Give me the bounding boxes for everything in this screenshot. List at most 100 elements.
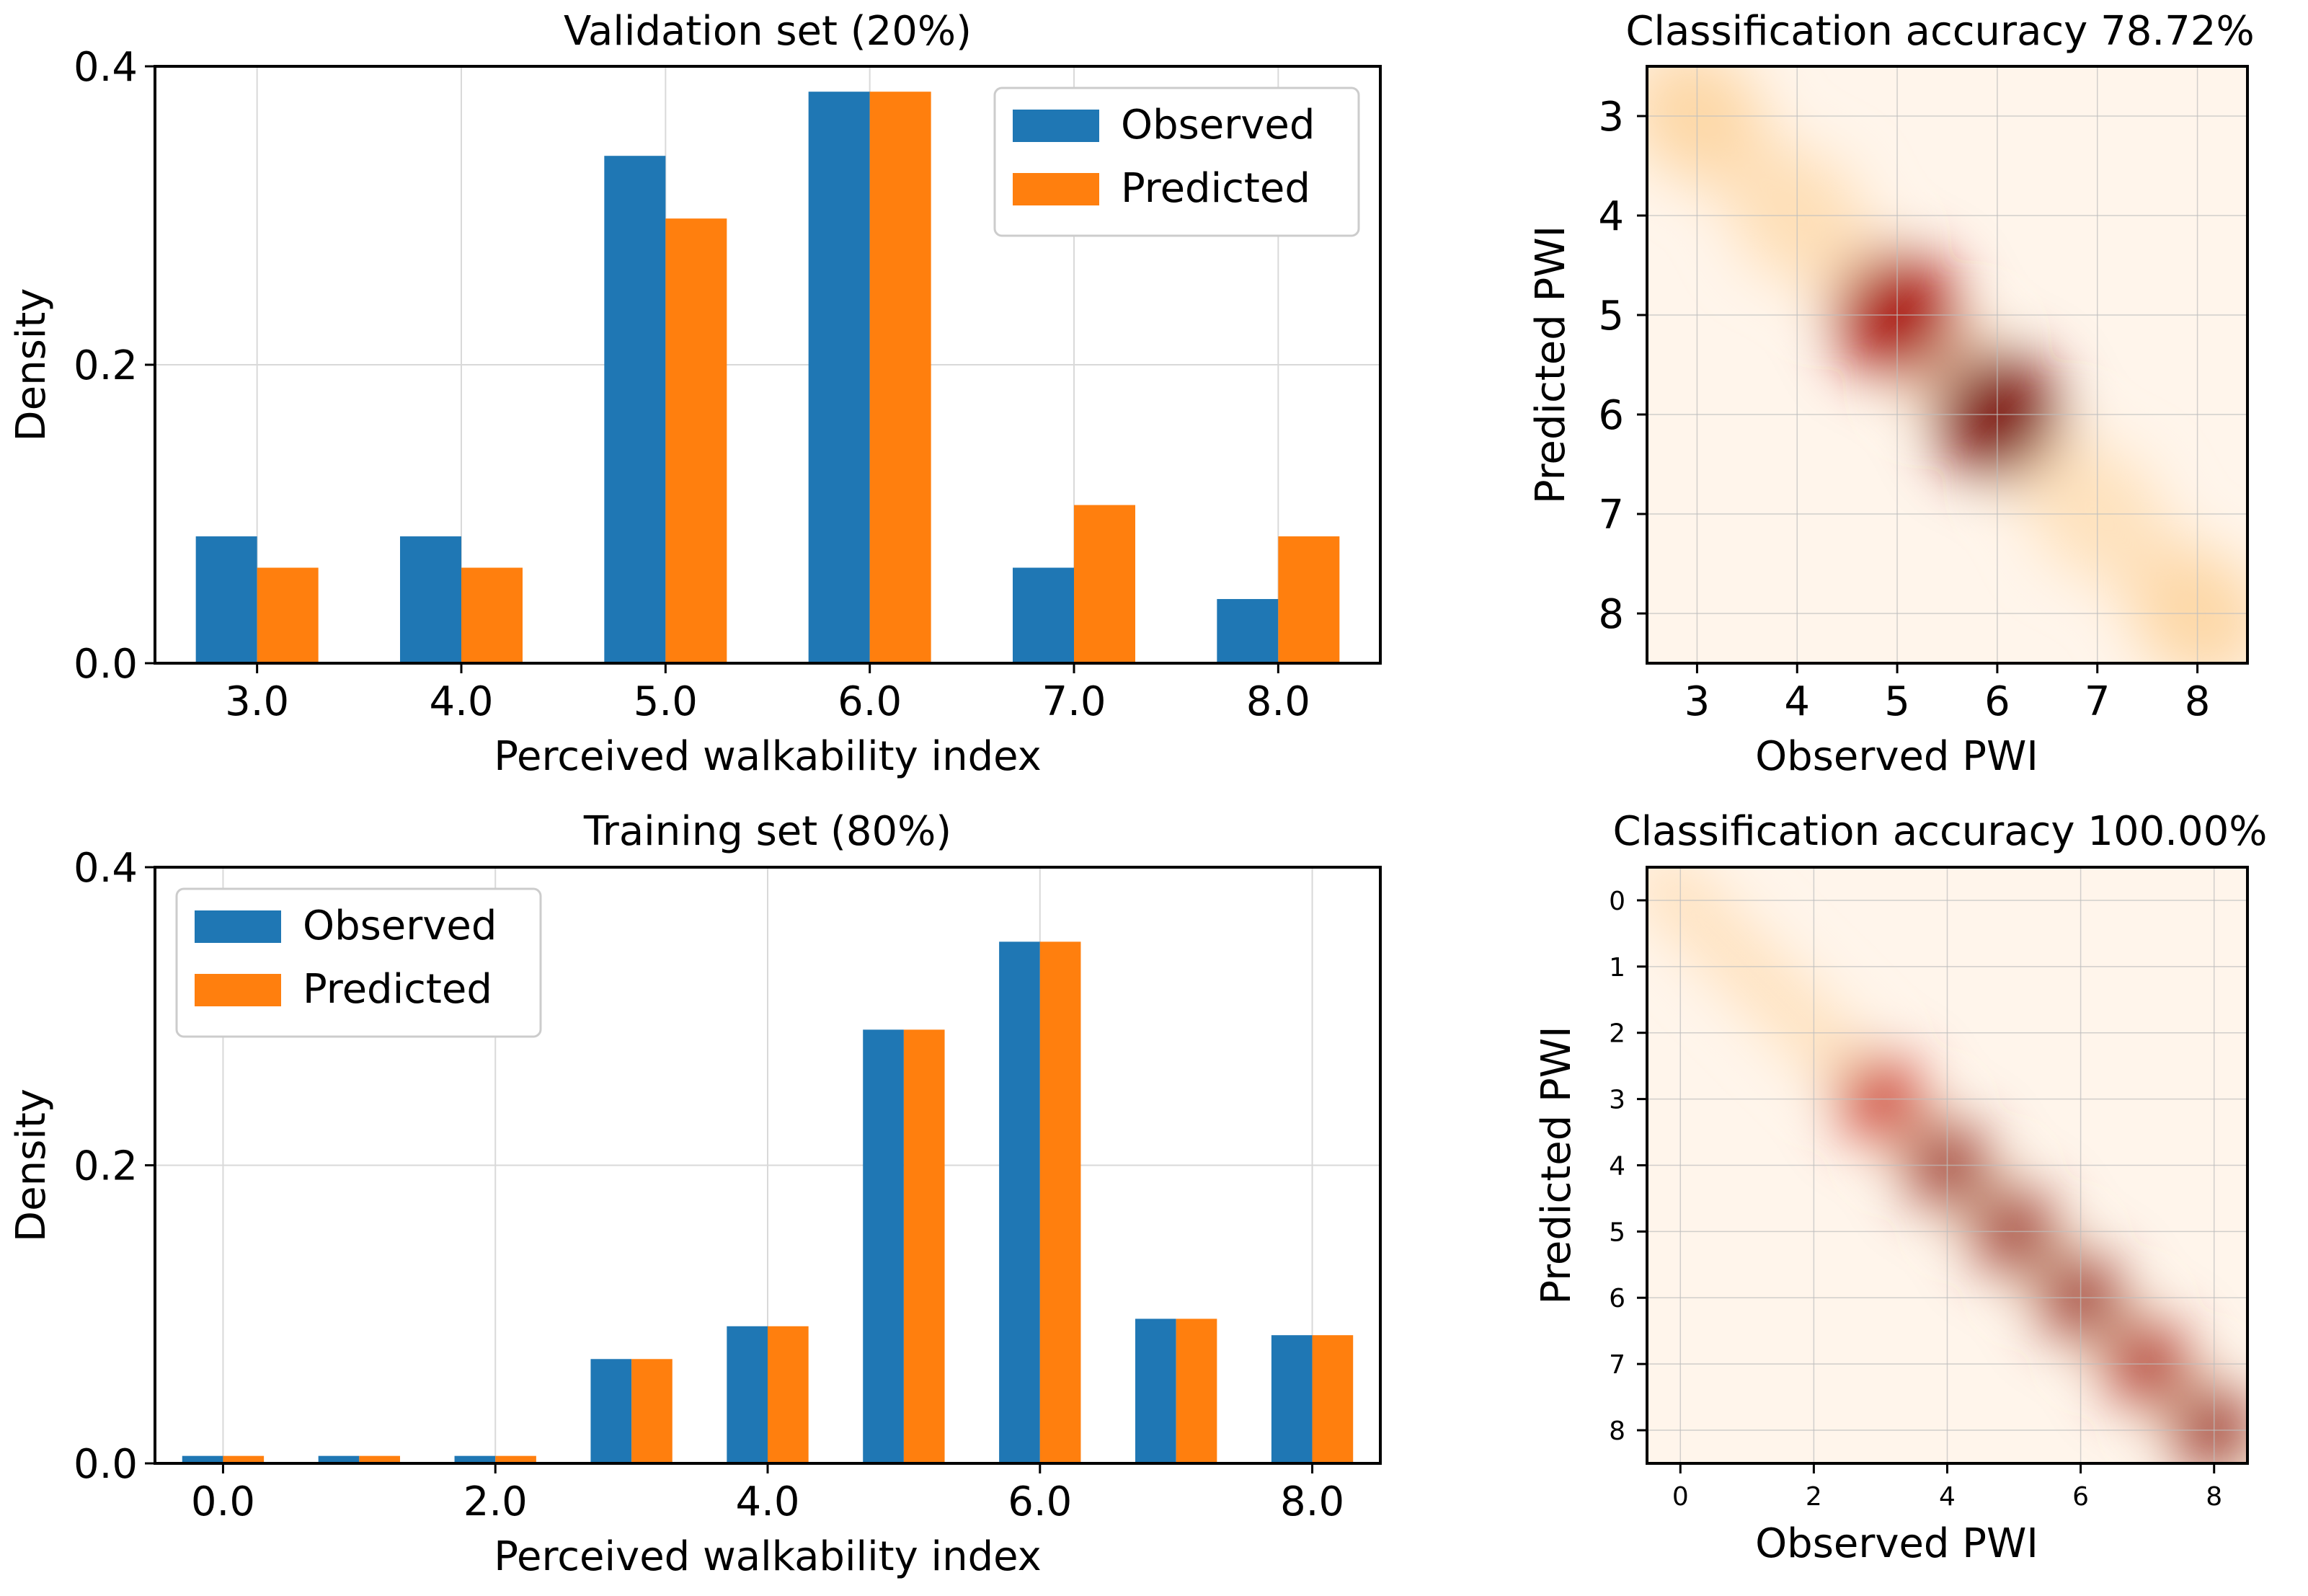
heatmap-grid (1647, 867, 2247, 1463)
heatmap-grid (1647, 66, 2247, 663)
bar-chart-0: 3.0 4.0 5.0 6.0 7.0 8.0 0.0 0.2 0.4 Validation se… (8, 8, 1382, 780)
predicted-bar (1039, 941, 1081, 1463)
chart-title: Validation set (20%) (564, 8, 972, 55)
predicted-bar (1278, 536, 1340, 663)
y-tick-label: 4 (1598, 193, 1624, 240)
y-tick-label: 6 (1609, 1284, 1625, 1313)
x-tick-label: 0 (1672, 1482, 1689, 1512)
heatmap-chart-3: 0 2 4 6 8 0 1 2 3 4 5 6 7 8 Classification accuracy 10… (1533, 808, 2267, 1567)
observed-bar (808, 92, 870, 663)
x-tick-label: 3 (1685, 678, 1710, 725)
y-axis-label: Density (8, 288, 55, 442)
observed-bar (195, 536, 257, 663)
y-tick-label: 0 (1609, 887, 1625, 916)
predicted-bar (665, 218, 727, 663)
x-tick-label: 2.0 (463, 1478, 528, 1525)
predicted-bar (1074, 505, 1135, 663)
x-tick-label: 5 (1884, 678, 1910, 725)
y-tick-label: 2 (1609, 1019, 1625, 1049)
observed-bar (604, 156, 666, 663)
x-tick-label: 5.0 (634, 678, 698, 725)
predicted-bar (461, 567, 523, 663)
y-axis-label: Predicted PWI (1527, 226, 1574, 504)
predicted-bar (631, 1359, 673, 1463)
predicted-bar (359, 1455, 400, 1463)
y-tick-label: 5 (1609, 1218, 1625, 1247)
y-axis-label: Density (8, 1089, 55, 1242)
predicted-bar (1176, 1318, 1217, 1463)
y-tick-label: 0.2 (74, 1143, 138, 1190)
y-tick-label: 1 (1609, 953, 1625, 983)
chart-title: Classification accuracy 78.72% (1625, 8, 2254, 55)
observed-legend-swatch (195, 910, 281, 943)
predicted-bar (257, 567, 319, 663)
y-tick-label: 6 (1598, 392, 1624, 439)
heatmap-hotspot (2135, 551, 2247, 663)
y-tick-label: 0.2 (74, 342, 138, 389)
heatmap-hotspot (2172, 1389, 2247, 1463)
axes-frame (1646, 65, 2249, 665)
y-axis-label: Predicted PWI (1533, 1026, 1580, 1304)
observed-bar (727, 1326, 768, 1463)
y-tick-label: 0.0 (74, 641, 138, 688)
x-tick-label: 4 (1784, 678, 1810, 725)
y-tick-label: 0.4 (74, 845, 138, 892)
y-tick-label: 4 (1609, 1151, 1625, 1181)
legend: Observed Predicted (993, 87, 1360, 237)
chart-title: Classification accuracy 100.00% (1613, 808, 2268, 855)
x-tick-label: 4.0 (735, 1478, 799, 1525)
x-tick-label: 7 (2085, 678, 2111, 725)
y-tick-label: 0.4 (74, 44, 138, 91)
x-tick-label: 8 (2185, 678, 2211, 725)
y-tick-label: 0.0 (74, 1441, 138, 1488)
observed-legend-label: Observed (303, 903, 497, 949)
predicted-bar (768, 1326, 809, 1463)
x-axis-label: Perceived walkability index (494, 1533, 1042, 1580)
x-tick-label: 4 (1939, 1482, 1956, 1512)
observed-bar (1135, 1318, 1176, 1463)
x-tick-label: 2 (1806, 1482, 1822, 1512)
chart-title: Training set (80%) (583, 808, 951, 855)
x-axis-label: Observed PWI (1755, 1520, 2038, 1567)
x-axis-label: Observed PWI (1755, 733, 2038, 780)
x-tick-label: 6.0 (838, 678, 902, 725)
x-tick-label: 0.0 (191, 1478, 255, 1525)
y-tick-label: 7 (1609, 1350, 1625, 1380)
predicted-bar (869, 92, 931, 663)
predicted-legend-label: Predicted (303, 966, 492, 1013)
observed-bar (318, 1455, 360, 1463)
x-tick-label: 8.0 (1246, 678, 1310, 725)
diagonal-band (1647, 66, 2247, 663)
observed-bar (1013, 567, 1074, 663)
y-tick-label: 8 (1609, 1417, 1625, 1446)
y-tick-label: 8 (1598, 591, 1624, 638)
observed-bar (182, 1455, 223, 1463)
predicted-legend-swatch (195, 974, 281, 1006)
predicted-bar (903, 1029, 945, 1463)
x-tick-label: 4.0 (429, 678, 493, 725)
y-tick-label: 3 (1598, 94, 1624, 141)
heatmap-chart-1: 3 4 5 6 7 8 3 4 5 6 7 8 Classification accuracy 78.7… (1527, 8, 2255, 780)
x-tick-label: 8 (2206, 1482, 2222, 1512)
observed-legend-label: Observed (1121, 102, 1315, 148)
observed-bar (400, 536, 461, 663)
observed-bar (454, 1455, 496, 1463)
y-tick-label: 3 (1609, 1086, 1625, 1115)
x-tick-label: 6 (1984, 678, 2010, 725)
x-tick-label: 8.0 (1280, 1478, 1344, 1525)
heatmap-hotspot (1647, 66, 1759, 178)
x-tick-label: 3.0 (225, 678, 289, 725)
y-tick-label: 7 (1598, 492, 1624, 538)
bar-chart-2: 0.0 2.0 4.0 6.0 8.0 0.0 0.2 0.4 Training set (80… (8, 808, 1382, 1580)
observed-bar (999, 941, 1040, 1463)
heatmap-cells (1647, 66, 2247, 663)
predicted-legend-swatch (1013, 173, 1099, 205)
predicted-legend-label: Predicted (1121, 165, 1310, 212)
observed-bar (1217, 598, 1279, 663)
x-tick-label: 7.0 (1042, 678, 1106, 725)
predicted-bar (1312, 1335, 1354, 1463)
heatmap-blurred (1647, 66, 2247, 663)
observed-legend-swatch (1013, 110, 1099, 142)
predicted-bar (495, 1455, 536, 1463)
